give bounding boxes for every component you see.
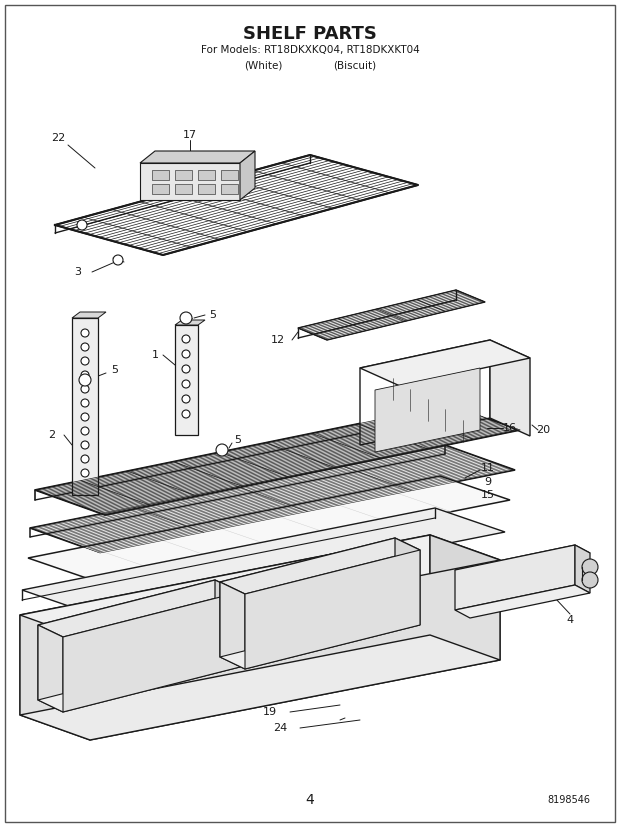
Polygon shape [198, 184, 215, 194]
Circle shape [81, 413, 89, 421]
Polygon shape [490, 340, 530, 436]
Text: 17: 17 [183, 130, 197, 140]
Polygon shape [220, 613, 420, 669]
Circle shape [81, 441, 89, 449]
Polygon shape [245, 550, 420, 669]
Circle shape [81, 469, 89, 477]
Polygon shape [20, 535, 500, 640]
Polygon shape [575, 545, 590, 593]
Text: 8198546: 8198546 [547, 795, 590, 805]
Polygon shape [20, 615, 90, 740]
Text: 12: 12 [271, 335, 285, 345]
Polygon shape [215, 580, 240, 667]
Circle shape [79, 374, 91, 386]
Polygon shape [72, 312, 106, 318]
Text: ReplacementParts.com: ReplacementParts.com [237, 463, 383, 476]
Polygon shape [360, 340, 530, 386]
Polygon shape [175, 325, 198, 435]
Polygon shape [20, 535, 430, 715]
Circle shape [182, 410, 190, 418]
Text: 16: 16 [503, 423, 517, 433]
Polygon shape [198, 170, 215, 180]
Polygon shape [35, 405, 520, 515]
Polygon shape [220, 538, 420, 594]
Polygon shape [63, 592, 240, 712]
Circle shape [81, 455, 89, 463]
Polygon shape [38, 655, 240, 712]
Circle shape [182, 395, 190, 403]
Text: 4: 4 [567, 615, 574, 625]
Polygon shape [20, 635, 500, 740]
Circle shape [216, 444, 228, 456]
Text: 22: 22 [51, 133, 65, 143]
Polygon shape [455, 545, 590, 578]
Polygon shape [140, 151, 255, 163]
Text: (White): (White) [244, 60, 282, 70]
Polygon shape [240, 151, 255, 200]
Text: 20: 20 [536, 425, 550, 435]
Circle shape [81, 427, 89, 435]
Text: For Models: RT18DKXKQ04, RT18DKXKT04: For Models: RT18DKXKQ04, RT18DKXKT04 [201, 45, 419, 55]
Polygon shape [220, 538, 395, 657]
Text: (Biscuit): (Biscuit) [334, 60, 376, 70]
Polygon shape [38, 580, 240, 637]
Polygon shape [395, 538, 420, 625]
Circle shape [81, 385, 89, 393]
Circle shape [81, 399, 89, 407]
Polygon shape [175, 170, 192, 180]
Circle shape [81, 329, 89, 337]
Text: 2: 2 [48, 430, 56, 440]
Circle shape [77, 220, 87, 230]
Polygon shape [22, 508, 505, 614]
Polygon shape [38, 625, 63, 712]
Text: 11: 11 [481, 463, 495, 473]
Polygon shape [360, 340, 490, 445]
Text: 1: 1 [151, 350, 159, 360]
Circle shape [582, 572, 598, 588]
Text: 5: 5 [210, 310, 216, 320]
Circle shape [182, 335, 190, 343]
Circle shape [182, 350, 190, 358]
Circle shape [81, 343, 89, 351]
Circle shape [81, 371, 89, 379]
Polygon shape [140, 163, 240, 200]
Polygon shape [455, 545, 575, 610]
Text: 15: 15 [481, 490, 495, 500]
Polygon shape [430, 535, 500, 660]
Circle shape [182, 365, 190, 373]
Polygon shape [220, 582, 245, 669]
Text: 19: 19 [263, 707, 277, 717]
Text: 5: 5 [234, 435, 242, 445]
Polygon shape [55, 155, 418, 255]
Polygon shape [152, 184, 169, 194]
Text: SHELF PARTS: SHELF PARTS [243, 25, 377, 43]
Polygon shape [221, 184, 238, 194]
Polygon shape [152, 170, 169, 180]
Polygon shape [38, 580, 215, 700]
Polygon shape [30, 445, 515, 553]
Circle shape [180, 312, 192, 324]
Text: 3: 3 [74, 267, 81, 277]
Circle shape [81, 357, 89, 365]
Polygon shape [221, 170, 238, 180]
Polygon shape [28, 476, 510, 582]
Polygon shape [175, 184, 192, 194]
Polygon shape [72, 318, 98, 495]
Circle shape [182, 380, 190, 388]
Polygon shape [90, 560, 500, 740]
Polygon shape [455, 585, 590, 618]
Text: 9: 9 [484, 477, 492, 487]
Polygon shape [175, 320, 205, 325]
Polygon shape [375, 368, 480, 452]
Text: 5: 5 [112, 365, 118, 375]
Polygon shape [298, 290, 485, 340]
Circle shape [582, 559, 598, 575]
Circle shape [113, 255, 123, 265]
Text: 4: 4 [306, 793, 314, 807]
Text: 24: 24 [273, 723, 287, 733]
